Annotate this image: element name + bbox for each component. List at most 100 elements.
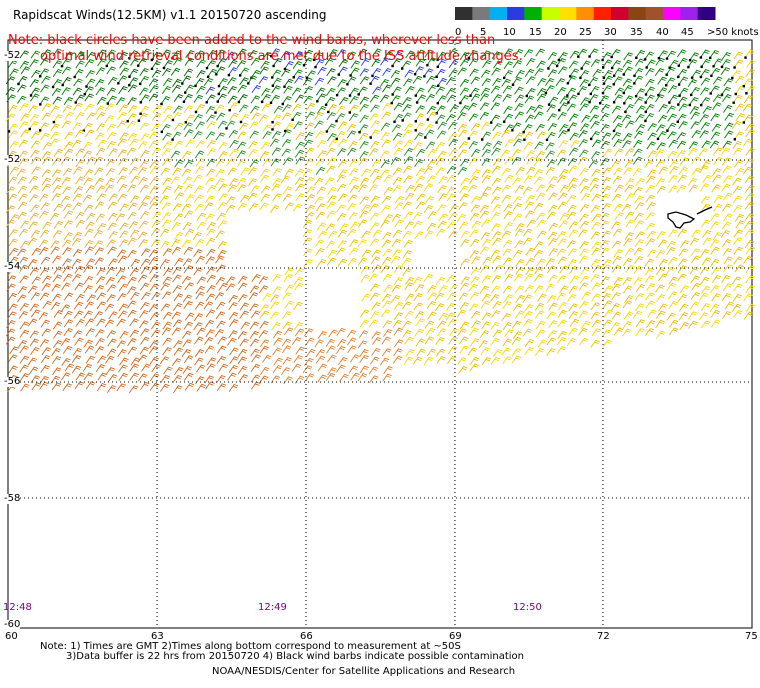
wind-barb: [380, 122, 391, 131]
wind-barb: [96, 123, 106, 132]
wind-barb: [262, 124, 272, 133]
wind-barb: [492, 140, 503, 149]
wind-barb: [602, 339, 612, 348]
contamination-marker: [239, 74, 242, 77]
wind-barb: [589, 94, 599, 103]
wind-barb: [206, 285, 216, 294]
wind-barb: [126, 147, 137, 156]
contamination-marker: [745, 92, 748, 95]
wind-barb: [658, 166, 668, 175]
wind-barb: [51, 193, 61, 202]
wind-barb: [236, 141, 247, 150]
wind-barb: [744, 240, 755, 249]
wind-barb: [141, 248, 151, 257]
wind-barb: [479, 204, 490, 213]
wind-barb: [490, 249, 501, 258]
contamination-marker: [426, 64, 429, 67]
wind-barb: [547, 51, 558, 60]
wind-barb: [415, 167, 426, 176]
wind-barb: [578, 149, 589, 158]
wind-barb: [590, 120, 600, 129]
contamination-marker: [117, 82, 120, 85]
wind-barb: [225, 204, 236, 213]
wind-barb: [30, 149, 40, 158]
wind-barb: [128, 105, 138, 114]
wind-barb: [50, 240, 60, 249]
wind-barb: [624, 159, 634, 168]
wind-barb: [503, 221, 514, 230]
wind-barb: [196, 212, 207, 221]
colorbar-label-40: 40: [656, 27, 669, 38]
wind-barb: [50, 105, 60, 114]
colorbar-label-50-knots: >50 knots: [707, 27, 759, 38]
wind-barb: [548, 320, 558, 329]
wind-barb: [185, 50, 195, 59]
wind-barb: [282, 193, 293, 202]
wind-barb: [195, 238, 205, 247]
wind-barb: [20, 383, 30, 392]
wind-barb: [337, 79, 347, 88]
wind-barb: [60, 338, 71, 347]
wind-barb: [436, 204, 447, 213]
colorbar-swatch: [611, 7, 629, 20]
contamination-marker: [171, 118, 175, 122]
wind-barb: [336, 247, 346, 256]
wind-barb: [281, 367, 291, 376]
wind-barb: [305, 111, 316, 120]
wind-barb: [613, 94, 623, 103]
wind-barb: [30, 204, 40, 213]
wind-barb: [523, 141, 534, 150]
wind-barb: [73, 78, 83, 87]
wind-barb: [668, 185, 678, 194]
wind-barb: [370, 195, 380, 204]
wind-barb: [403, 139, 414, 148]
wind-barb: [457, 67, 467, 76]
contamination-marker: [271, 76, 274, 79]
wind-barb: [645, 94, 655, 103]
wind-barb: [159, 195, 170, 204]
wind-barb: [251, 273, 261, 282]
wind-barb: [733, 94, 743, 103]
wind-barb: [161, 202, 172, 211]
wind-barb: [326, 112, 337, 121]
wind-barb: [83, 285, 93, 294]
wind-barb: [53, 330, 63, 339]
wind-barb: [700, 183, 710, 192]
wind-barb: [228, 294, 238, 303]
wind-barb: [547, 60, 558, 69]
contamination-marker: [677, 64, 680, 67]
wind-barb: [206, 357, 217, 366]
wind-barb: [9, 68, 19, 77]
wind-barb: [229, 102, 239, 111]
wind-barb: [325, 96, 336, 105]
wind-barb: [118, 372, 128, 381]
contamination-marker: [547, 67, 550, 70]
contamination-marker: [105, 64, 108, 68]
wind-barb: [41, 183, 52, 192]
wind-barb: [414, 158, 424, 167]
wind-barb: [20, 129, 30, 138]
wind-barb: [63, 319, 74, 328]
wind-barb: [448, 230, 458, 239]
wind-barb: [635, 113, 645, 122]
wind-barb: [139, 160, 149, 169]
contamination-marker: [511, 129, 514, 132]
wind-barb: [601, 203, 612, 212]
wind-barb: [437, 51, 447, 60]
wind-barb: [415, 87, 425, 96]
wind-barb: [436, 105, 446, 114]
wind-barb: [492, 329, 503, 338]
wind-barb: [325, 223, 336, 232]
wind-barb: [19, 302, 30, 311]
wind-barb: [546, 211, 557, 220]
contamination-marker: [612, 83, 615, 86]
wind-barb: [712, 102, 722, 111]
wind-barb: [611, 160, 621, 169]
wind-barb: [635, 319, 646, 328]
wind-barb: [31, 382, 42, 391]
contamination-marker: [588, 55, 591, 58]
wind-barb: [359, 103, 369, 112]
wind-barb: [579, 241, 589, 250]
wind-barb: [284, 61, 294, 70]
wind-barb: [633, 67, 644, 76]
